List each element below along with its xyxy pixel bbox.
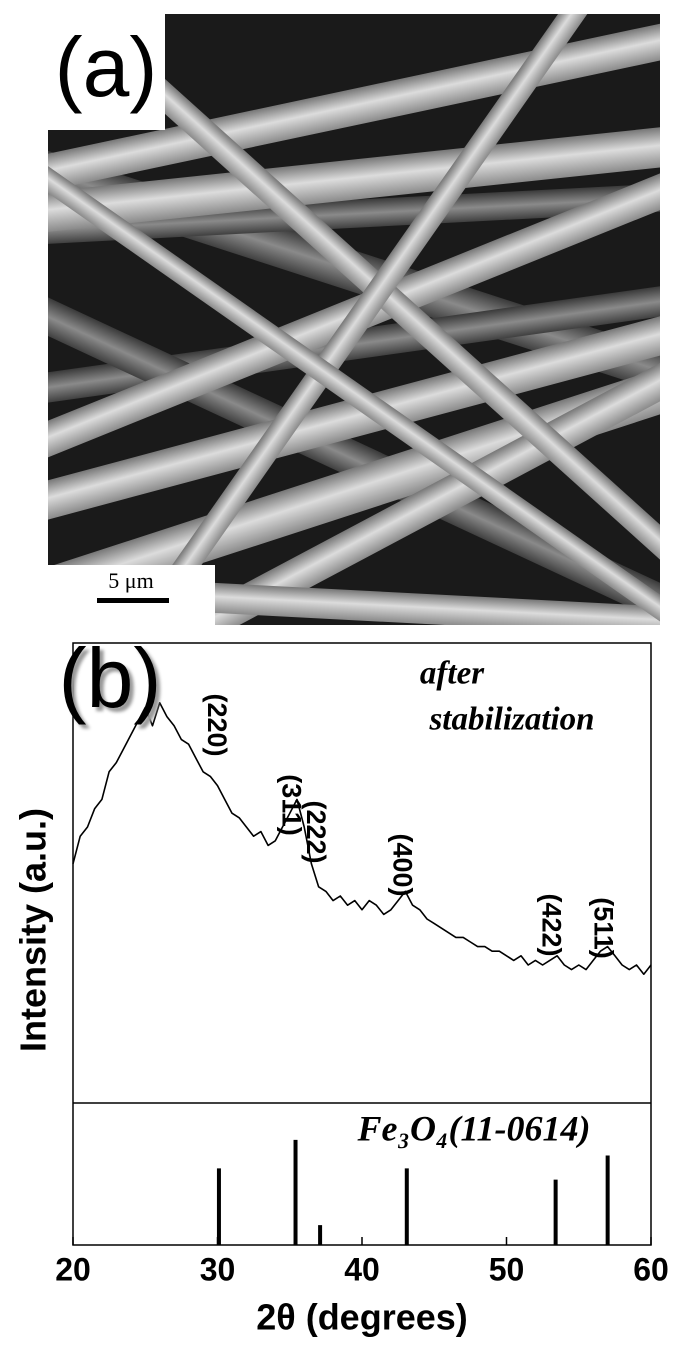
scale-bar — [97, 598, 169, 603]
x-tick-label: 20 — [55, 1251, 91, 1287]
y-axis-label: Intensity (a.u.) — [13, 808, 54, 1052]
panel-label: (a) — [55, 20, 158, 114]
peak-label: (400) — [388, 833, 418, 896]
x-tick-label: 60 — [633, 1251, 669, 1287]
x-tick-label: 30 — [200, 1251, 236, 1287]
x-axis-label: 2θ (degrees) — [256, 1297, 468, 1338]
x-tick-label: 40 — [344, 1251, 380, 1287]
panel-label: (b) — [59, 631, 162, 725]
annotation: after — [420, 656, 485, 692]
peak-label: (222) — [301, 800, 331, 863]
peak-label: (220) — [202, 693, 232, 756]
scale-bar-label: 5 μm — [108, 568, 153, 593]
annotation: stabilization — [428, 702, 594, 738]
peak-label: (511) — [589, 897, 619, 959]
x-tick-label: 50 — [489, 1251, 525, 1287]
figure: (a) 5 μm (b)afterstabilization(220)(311)… — [0, 0, 675, 1346]
reference-title: Fe₃O₄(11-0614) — [356, 1108, 590, 1148]
peak-label: (422) — [537, 893, 567, 956]
